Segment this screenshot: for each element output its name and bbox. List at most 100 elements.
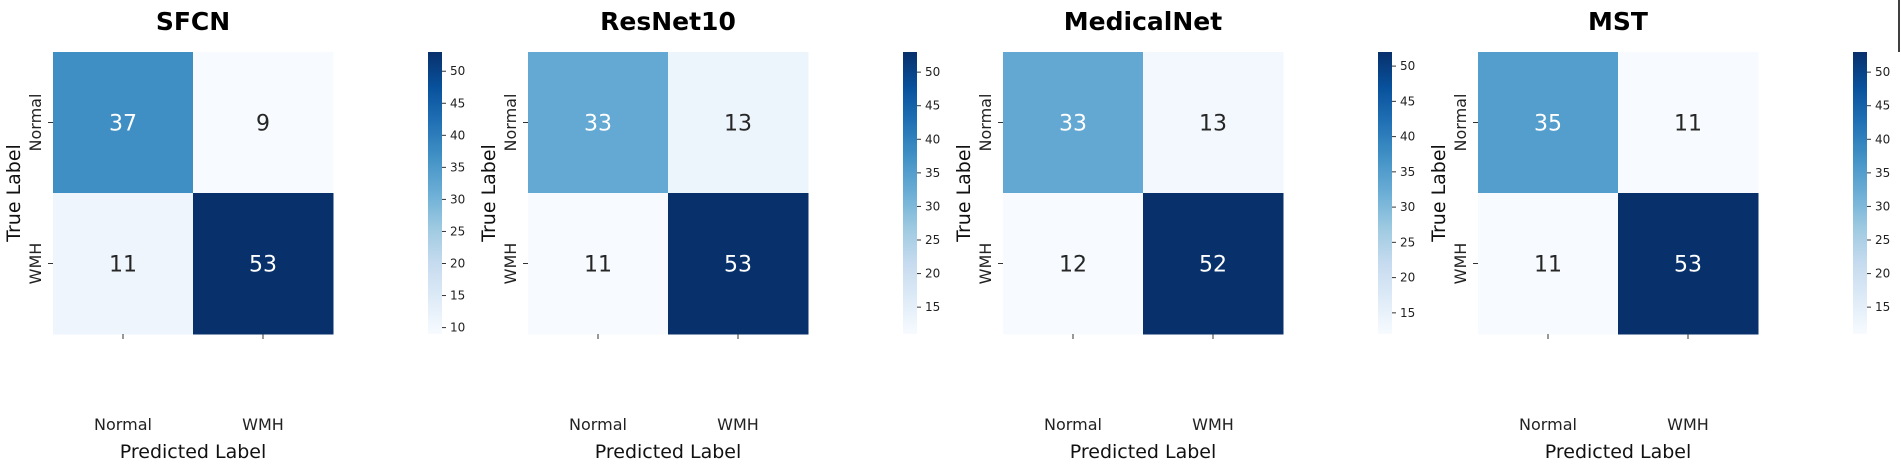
- colorbar-tick-label: 20: [925, 267, 940, 281]
- colorbar-tick-label: 35: [450, 160, 465, 174]
- panel-title: ResNet10: [600, 7, 736, 36]
- cell-value-label: 11: [1534, 253, 1562, 278]
- panel-title: MedicalNet: [1064, 7, 1222, 36]
- cell-value-label: 11: [584, 253, 612, 278]
- panel-mst: MST 35 11 11 53 Normal WMH Normal WMH Predicted L…: [1428, 7, 1890, 463]
- cell-value-label: 13: [724, 112, 752, 137]
- y-tick-label: WMH: [501, 243, 520, 285]
- colorbar-tick-label: 50: [1400, 59, 1415, 73]
- x-axis-label: Predicted Label: [595, 441, 742, 463]
- colorbar-tick-label: 40: [450, 128, 465, 142]
- heatmap-cell: [528, 193, 669, 335]
- cell-value-label: 13: [1199, 112, 1227, 137]
- colorbar-tick-label: 50: [450, 64, 465, 78]
- y-tick-label: WMH: [1451, 243, 1470, 285]
- y-axis-label: True Label: [953, 144, 975, 243]
- heatmap-cell: [1143, 193, 1284, 335]
- colorbar-tick-label: 15: [1400, 306, 1415, 320]
- cell-value-label: 33: [1059, 112, 1087, 137]
- colorbar-tick-label: 50: [925, 65, 940, 79]
- heatmap-cell: [1618, 52, 1759, 194]
- colorbar: [428, 52, 442, 334]
- colorbar-tick-label: 40: [1875, 132, 1890, 146]
- colorbar-tick-label: 45: [1875, 99, 1890, 113]
- colorbar-tick-label: 15: [450, 289, 465, 303]
- colorbar-tick-label: 50: [1875, 65, 1890, 79]
- colorbar-tick-label: 10: [450, 321, 465, 335]
- colorbar-tick-label: 25: [1875, 233, 1890, 247]
- x-tick-label: WMH: [1192, 415, 1234, 434]
- heatmap-cell: [668, 193, 809, 335]
- y-tick-label: WMH: [26, 243, 45, 285]
- heatmap-cell: [53, 193, 194, 335]
- cell-value-label: 11: [1674, 112, 1702, 137]
- cell-value-label: 33: [584, 112, 612, 137]
- colorbar-tick-label: 35: [925, 166, 940, 180]
- colorbar-tick-label: 15: [1875, 300, 1890, 314]
- heatmap-cell: [193, 52, 334, 194]
- colorbar-tick-label: 35: [1400, 165, 1415, 179]
- colorbar-tick-label: 30: [925, 199, 940, 213]
- heatmap-cell: [668, 52, 809, 194]
- panel-title: MST: [1588, 7, 1648, 36]
- x-tick-label: WMH: [1667, 415, 1709, 434]
- colorbar-tick-label: 35: [1875, 166, 1890, 180]
- colorbar-tick-label: 25: [925, 233, 940, 247]
- colorbar-tick-label: 20: [1875, 267, 1890, 281]
- y-axis-label: True Label: [478, 144, 500, 243]
- colorbar: [1853, 52, 1867, 334]
- heatmap-cell: [53, 52, 194, 194]
- panel-medicalnet: MedicalNet 33 13 12 52 Normal WMH Normal WMH Pred…: [953, 7, 1415, 463]
- x-axis-label: Predicted Label: [120, 441, 267, 463]
- colorbar-tick-label: 20: [450, 257, 465, 271]
- heatmap-cell: [193, 193, 334, 335]
- heatmap-cell: [1003, 193, 1144, 335]
- x-tick-label: Normal: [569, 415, 627, 434]
- y-axis-label: True Label: [1428, 144, 1450, 243]
- cell-value-label: 53: [1674, 253, 1702, 278]
- cell-value-label: 35: [1534, 112, 1562, 137]
- colorbar-tick-label: 20: [1400, 271, 1415, 285]
- x-tick-label: Normal: [1519, 415, 1577, 434]
- colorbar-tick-label: 30: [1400, 200, 1415, 214]
- y-tick-label: Normal: [976, 94, 995, 152]
- cell-value-label: 37: [109, 112, 137, 137]
- y-axis-label: True Label: [3, 144, 25, 243]
- panel-resnet10: ResNet10 33 13 11 53 Normal WMH Normal WMH Predic…: [478, 7, 940, 463]
- y-tick-label: WMH: [976, 243, 995, 285]
- x-tick-label: WMH: [242, 415, 284, 434]
- x-tick-label: WMH: [717, 415, 759, 434]
- y-tick-label: Normal: [26, 94, 45, 152]
- panel-title: SFCN: [156, 7, 230, 36]
- colorbar: [1378, 52, 1392, 334]
- x-tick-label: Normal: [1044, 415, 1102, 434]
- colorbar-tick-label: 45: [1400, 94, 1415, 108]
- colorbar-tick-label: 40: [1400, 130, 1415, 144]
- x-axis-label: Predicted Label: [1545, 441, 1692, 463]
- heatmap-cell: [1478, 193, 1619, 335]
- heatmap-cell: [528, 52, 669, 194]
- cell-value-label: 52: [1199, 253, 1227, 278]
- colorbar-tick-label: 40: [925, 132, 940, 146]
- colorbar-tick-label: 30: [450, 192, 465, 206]
- colorbar-tick-label: 45: [450, 96, 465, 110]
- colorbar-tick-label: 30: [1875, 199, 1890, 213]
- colorbar: [903, 52, 917, 334]
- cell-value-label: 11: [109, 253, 137, 278]
- cell-value-label: 12: [1059, 253, 1087, 278]
- y-tick-label: Normal: [501, 94, 520, 152]
- heatmap-cell: [1618, 193, 1759, 335]
- x-tick-label: Normal: [94, 415, 152, 434]
- y-tick-label: Normal: [1451, 94, 1470, 152]
- heatmap-cell: [1003, 52, 1144, 194]
- cell-value-label: 53: [724, 253, 752, 278]
- colorbar-tick-label: 25: [450, 224, 465, 238]
- x-axis-label: Predicted Label: [1070, 441, 1217, 463]
- cell-value-label: 53: [249, 253, 277, 278]
- colorbar-tick-label: 15: [925, 300, 940, 314]
- panel-sfcn: SFCN 37 9 11 53 Normal WMH Normal WMH Predicted L…: [3, 7, 465, 463]
- colorbar-tick-label: 25: [1400, 235, 1415, 249]
- colorbar-tick-label: 45: [925, 99, 940, 113]
- heatmap-cell: [1143, 52, 1284, 194]
